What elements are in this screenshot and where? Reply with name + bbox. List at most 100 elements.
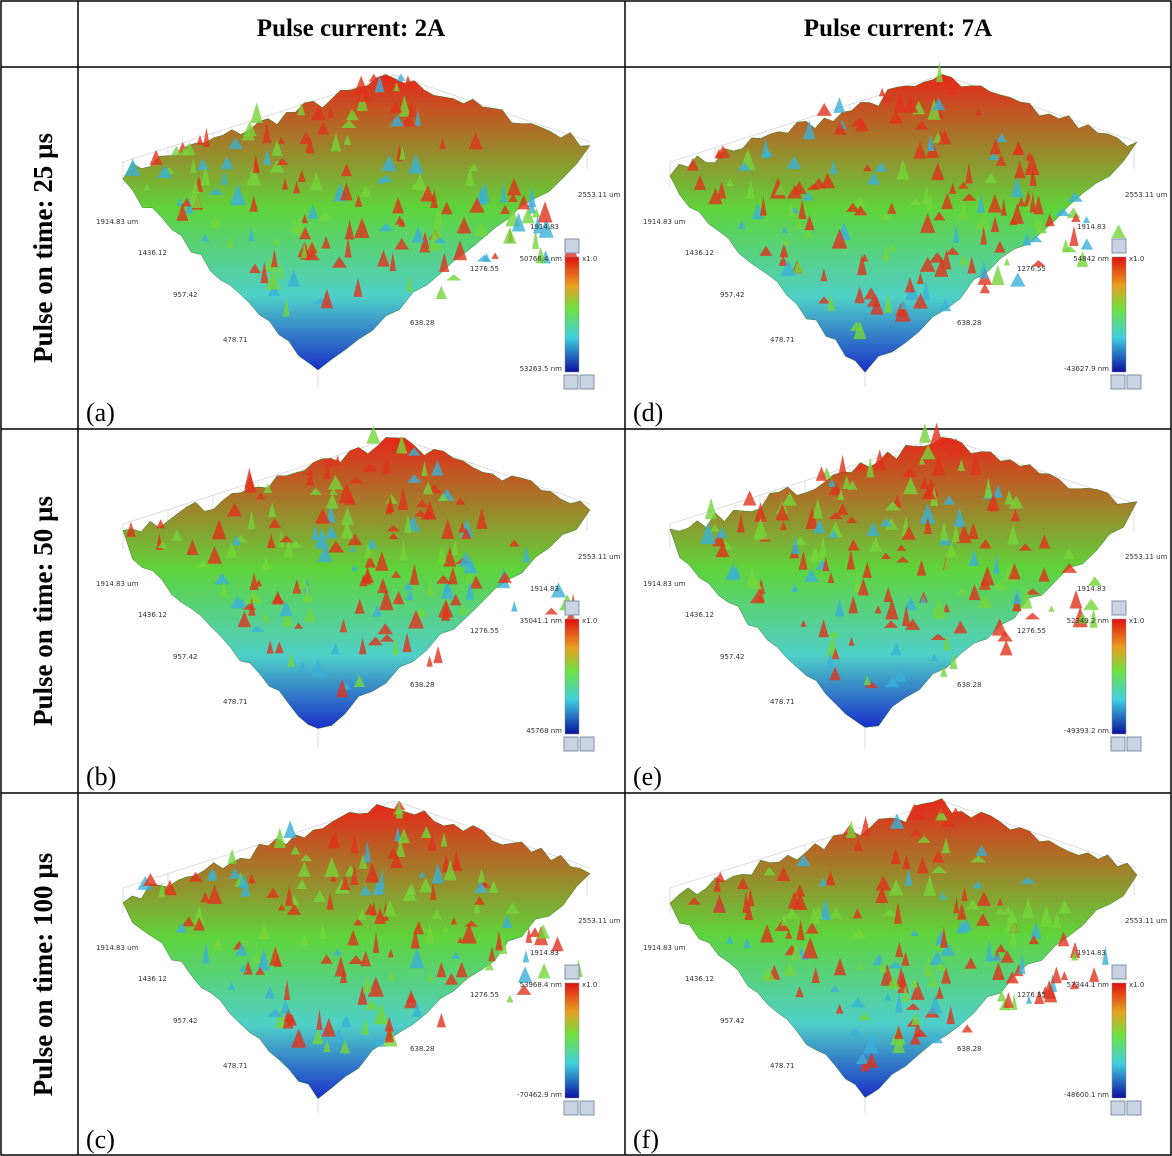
spike — [949, 182, 957, 194]
spike — [989, 954, 1003, 961]
spike — [1069, 980, 1080, 990]
spike — [904, 596, 918, 610]
spike — [430, 189, 439, 209]
spike — [323, 463, 332, 479]
spike — [368, 73, 379, 82]
axis-label: 1436.12 — [685, 249, 714, 257]
spike — [436, 574, 451, 584]
spike — [1071, 213, 1081, 222]
spike — [196, 158, 210, 171]
spike — [886, 975, 901, 990]
surface — [669, 74, 1138, 373]
spike — [208, 214, 222, 228]
axis-label: 1436.12 — [685, 611, 714, 619]
spike — [974, 216, 991, 230]
spike — [441, 201, 453, 215]
spike — [1024, 588, 1041, 595]
spike — [1024, 153, 1040, 175]
spike — [750, 576, 763, 590]
spike — [497, 571, 512, 583]
spike — [752, 517, 769, 540]
spike — [287, 269, 301, 287]
spike — [306, 241, 318, 254]
spike — [488, 880, 499, 894]
spike — [353, 674, 366, 688]
spike — [1024, 612, 1041, 620]
spike — [255, 967, 266, 975]
surface-panel: 1914.83 um 1436.12 957.42 478.71 2553.11 um 1… — [633, 798, 1168, 1154]
spike — [344, 237, 352, 258]
spike — [884, 990, 892, 1001]
axis-label: 957.42 — [173, 653, 198, 661]
spike — [536, 924, 550, 939]
spike — [301, 213, 308, 224]
spike — [384, 1023, 394, 1043]
spike — [345, 108, 359, 121]
spike — [820, 173, 836, 189]
spike — [1007, 524, 1019, 545]
spike — [1052, 911, 1062, 929]
spike — [1010, 203, 1024, 224]
spike — [339, 969, 348, 984]
spike — [200, 165, 211, 186]
spike — [286, 904, 302, 915]
spike — [866, 296, 882, 307]
spike — [1017, 196, 1026, 207]
spike — [309, 487, 322, 495]
spike — [783, 961, 797, 976]
spike — [957, 459, 965, 471]
spike — [852, 907, 863, 919]
spike — [229, 183, 246, 206]
spike — [879, 212, 891, 221]
spike — [208, 188, 224, 195]
spike — [779, 243, 789, 258]
scale-up-button — [1111, 238, 1127, 254]
spike — [991, 618, 1008, 636]
spike — [200, 892, 210, 903]
spike — [433, 645, 443, 664]
spike — [449, 593, 462, 606]
spike — [819, 534, 827, 557]
colorbar-min: -43627.9 nm — [1064, 365, 1109, 373]
spike — [149, 149, 163, 165]
spike — [906, 803, 923, 821]
spike — [339, 618, 348, 633]
spike — [866, 521, 880, 537]
spike — [363, 542, 373, 559]
spike — [903, 477, 919, 495]
spike — [273, 827, 286, 849]
spike — [191, 180, 200, 194]
spike — [340, 1014, 352, 1028]
spike — [808, 908, 821, 924]
spike — [420, 509, 437, 520]
spike — [420, 185, 436, 202]
spike — [958, 181, 969, 189]
spike — [866, 457, 875, 478]
spike — [794, 216, 802, 230]
colorbar-min: -48600.1 nm — [1064, 1091, 1109, 1099]
spike — [397, 488, 409, 510]
spike — [230, 595, 245, 609]
spike — [383, 899, 397, 917]
spike — [226, 502, 243, 517]
spike — [258, 923, 271, 940]
spike — [410, 928, 420, 949]
surface-texture — [700, 422, 1102, 689]
scale-up-button — [564, 964, 580, 980]
spike — [836, 503, 849, 516]
spike — [894, 663, 906, 682]
spike — [266, 533, 276, 549]
spike — [1087, 576, 1102, 586]
spike — [1080, 238, 1094, 250]
axis-label: 1914.83 — [530, 949, 559, 957]
spike — [976, 891, 991, 906]
axis-label: 1436.12 — [138, 611, 167, 619]
spike — [909, 976, 919, 988]
spike — [705, 497, 718, 520]
spike — [431, 863, 444, 884]
spike — [940, 942, 956, 956]
spike — [996, 133, 1008, 143]
spike — [922, 185, 931, 205]
spike — [759, 196, 767, 216]
spike — [811, 967, 820, 984]
